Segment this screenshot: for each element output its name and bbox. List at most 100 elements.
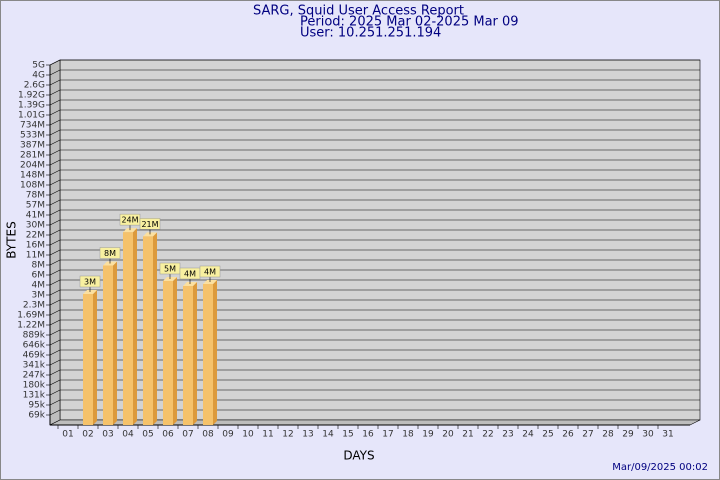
y-tick-label: 4G [32, 71, 45, 81]
x-tick-label: 07 [182, 430, 193, 440]
x-axis-label: DAYS [343, 449, 374, 463]
grid-line [49, 409, 61, 416]
y-tick-label: 533M [20, 131, 45, 141]
grid-line [49, 69, 61, 76]
bar-side [213, 280, 217, 425]
bar [163, 277, 177, 425]
grid-line [49, 179, 61, 186]
x-tick-label: 29 [622, 430, 634, 440]
grid-line [49, 89, 61, 96]
grid-line [49, 169, 61, 176]
grid-line [49, 189, 61, 196]
bar [183, 282, 197, 425]
data-label: 3M [84, 278, 96, 287]
x-tick-label: 02 [82, 430, 93, 440]
y-tick-label: 131k [23, 391, 46, 401]
y-tick-label: 341k [23, 361, 46, 371]
x-tick-label: 19 [422, 430, 434, 440]
y-tick-label: 734M [20, 121, 45, 131]
bar-side [173, 277, 177, 425]
x-tick-label: 24 [522, 430, 534, 440]
bar-side [113, 261, 117, 425]
data-label: 4M [204, 268, 216, 277]
grid-line [49, 139, 61, 146]
label-box [139, 218, 161, 230]
grid-line [49, 149, 61, 156]
timestamp: Mar/09/2025 00:02 [612, 462, 708, 473]
grid-line [49, 289, 61, 296]
bar [143, 232, 157, 425]
y-tick-label: 889k [23, 331, 46, 341]
x-tick-label: 01 [62, 430, 73, 440]
chart-title: SARG, Squid User Access Report [253, 4, 464, 19]
bar-front [83, 294, 93, 425]
y-tick-label: 78M [26, 191, 45, 201]
y-tick-label: 11M [26, 251, 45, 261]
x-tick-label: 28 [602, 430, 614, 440]
x-tick-label: 30 [642, 430, 654, 440]
grid-line [49, 119, 61, 126]
y-tick-label: 4M [32, 281, 46, 291]
grid-line [49, 309, 61, 316]
x-tick-label: 04 [122, 430, 134, 440]
y-tick-label: 2.6G [24, 81, 45, 91]
x-tick-label: 27 [582, 430, 593, 440]
y-tick-label: 148M [20, 171, 45, 181]
data-label: 5M [164, 265, 176, 274]
grid-line [49, 369, 61, 376]
x-tick-label: 09 [222, 430, 234, 440]
y-tick-label: 57M [26, 201, 45, 211]
y-tick-label: 3M [32, 291, 46, 301]
y-axis-label: BYTES [5, 221, 19, 258]
x-tick-label: 13 [302, 430, 313, 440]
grid-line [49, 379, 61, 386]
x-tick-label: 25 [542, 430, 553, 440]
y-tick-label: 22M [26, 231, 45, 241]
y-tick-label: 16M [26, 241, 45, 251]
x-tick-label: 17 [382, 430, 393, 440]
label-box [199, 265, 221, 278]
x-tick-label: 21 [462, 430, 473, 440]
grid-line [49, 229, 61, 236]
x-tick-label: 20 [442, 430, 454, 440]
grid-line [49, 299, 61, 306]
grid-line [49, 359, 61, 366]
bar-front [163, 281, 173, 425]
grid-line [49, 279, 61, 286]
grid-line [49, 129, 61, 136]
y-tick-label: 6M [32, 271, 46, 281]
y-tick-label: 387M [20, 141, 45, 151]
grid-line [49, 399, 61, 406]
x-tick-label: 26 [562, 430, 574, 440]
chart-subtitle: Period: 2025 Mar 02-2025 Mar 09 [300, 15, 519, 30]
grid-line [49, 59, 61, 66]
y-tick-label: 5G [32, 61, 45, 71]
bar-side [193, 282, 197, 425]
y-tick-label: 1.92G [18, 91, 45, 101]
data-label: 4M [184, 270, 196, 279]
x-tick-label: 18 [402, 430, 414, 440]
x-tick-label: 08 [202, 430, 214, 440]
bar [203, 280, 217, 425]
x-tick-label: 15 [342, 430, 353, 440]
bar [103, 261, 117, 425]
label-box [79, 275, 101, 288]
grid-line [49, 99, 61, 106]
bar-side [153, 232, 157, 425]
x-tick-label: 31 [662, 430, 673, 440]
y-tick-label: 180k [23, 381, 46, 391]
y-tick-label: 469k [23, 351, 46, 361]
x-tick-label: 16 [362, 430, 374, 440]
bar-front [103, 265, 113, 425]
y-tick-label: 108M [20, 181, 45, 191]
grid-line [49, 199, 61, 206]
label-box [99, 247, 121, 259]
y-tick-label: 1.39G [18, 101, 45, 111]
grid-line [49, 219, 61, 226]
chart-user: User: 10.251.251.194 [300, 26, 441, 41]
grid-line [49, 389, 61, 396]
y-tick-label: 8M [32, 261, 46, 271]
grid-line [49, 269, 61, 276]
x-tick-label: 14 [322, 430, 334, 440]
